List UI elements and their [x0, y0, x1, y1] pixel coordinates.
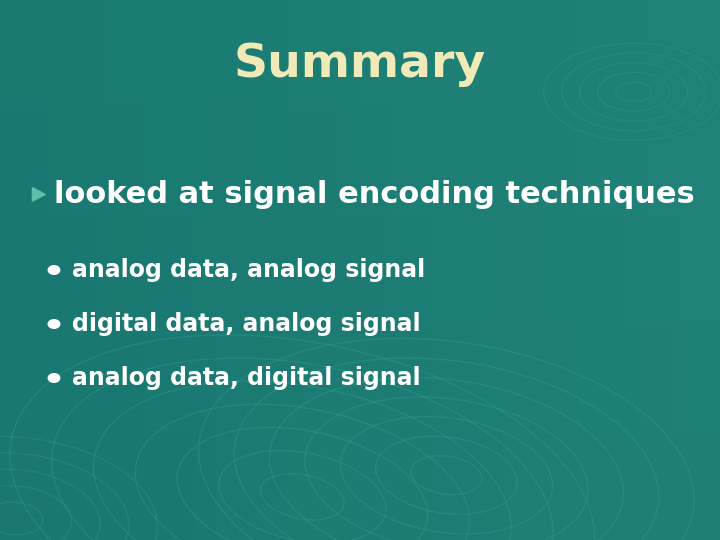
Text: looked at signal encoding techniques: looked at signal encoding techniques	[54, 180, 695, 209]
Circle shape	[48, 266, 60, 274]
Polygon shape	[32, 188, 45, 201]
Text: analog data, analog signal: analog data, analog signal	[72, 258, 426, 282]
Circle shape	[48, 374, 60, 382]
Circle shape	[48, 320, 60, 328]
Text: Summary: Summary	[234, 42, 486, 87]
Text: analog data, digital signal: analog data, digital signal	[72, 366, 420, 390]
Text: digital data, analog signal: digital data, analog signal	[72, 312, 420, 336]
